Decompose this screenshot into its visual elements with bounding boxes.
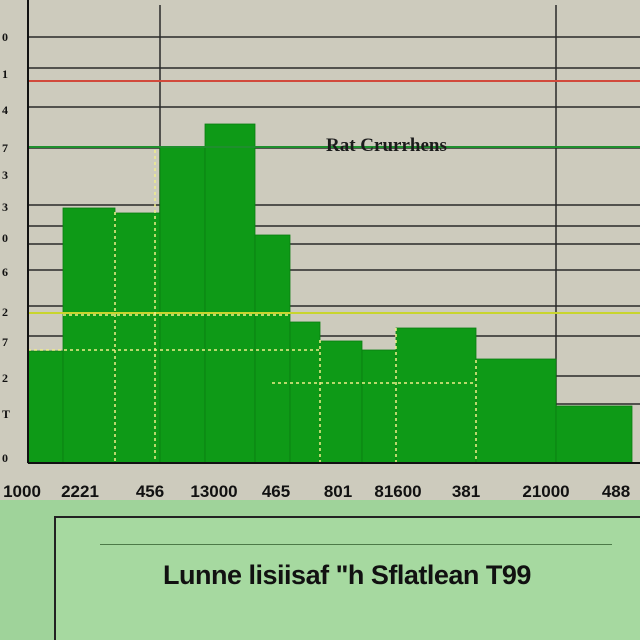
x-tick-label: 13000 (190, 482, 237, 500)
bar (114, 212, 161, 464)
x-axis-ticks: 1000 2221 456 13000 465 801 81600 381 21000 488 (3, 482, 630, 500)
bar (254, 234, 291, 464)
x-tick-label: 801 (324, 482, 352, 500)
chart: 0 1 4 7 3 3 0 6 2 7 2 T 0 1000 2221 456 13000 465 801 8160… (2, 0, 640, 500)
y-tick-label: 0 (2, 451, 8, 465)
axes (27, 0, 640, 464)
y-tick-label: 0 (2, 30, 8, 44)
reference-lines (28, 80, 640, 314)
x-tick-label: 21000 (522, 482, 569, 500)
y-tick-label: 3 (2, 200, 8, 214)
y-tick-label: 3 (2, 168, 8, 182)
caption-rule (100, 544, 612, 545)
bar (361, 349, 397, 464)
x-tick-label: 456 (136, 482, 164, 500)
chart-annotation: Rat Crurrhens (326, 135, 447, 156)
bar (62, 207, 116, 464)
bar (555, 405, 633, 464)
y-tick-label: T (2, 407, 10, 421)
x-tick-label: 1000 (3, 482, 41, 500)
x-tick-label: 488 (602, 482, 630, 500)
chart-caption: Lunne lisiisaf "h Sflatlean T99 (163, 560, 531, 590)
y-tick-label: 6 (2, 265, 8, 279)
caption-box (54, 516, 640, 640)
y-tick-label: 7 (2, 141, 8, 155)
bar (289, 321, 321, 464)
bar (475, 358, 557, 464)
bar (395, 327, 477, 464)
y-axis-ticks: 0 1 4 7 3 3 0 6 2 7 2 T 0 (2, 30, 10, 465)
y-tick-label: 2 (2, 371, 8, 385)
bar (27, 350, 64, 464)
bar (319, 340, 363, 464)
bar (204, 123, 256, 464)
x-tick-label: 465 (262, 482, 290, 500)
x-tick-label: 381 (452, 482, 480, 500)
y-tick-label: 2 (2, 305, 8, 319)
y-tick-label: 4 (2, 103, 8, 117)
y-tick-label: 0 (2, 231, 8, 245)
x-tick-label: 81600 (374, 482, 421, 500)
bars (27, 123, 633, 464)
y-tick-label: 7 (2, 335, 8, 349)
dashed-guides (28, 150, 477, 463)
x-tick-label: 2221 (61, 482, 99, 500)
bar (159, 146, 206, 464)
y-tick-label: 1 (2, 67, 8, 81)
